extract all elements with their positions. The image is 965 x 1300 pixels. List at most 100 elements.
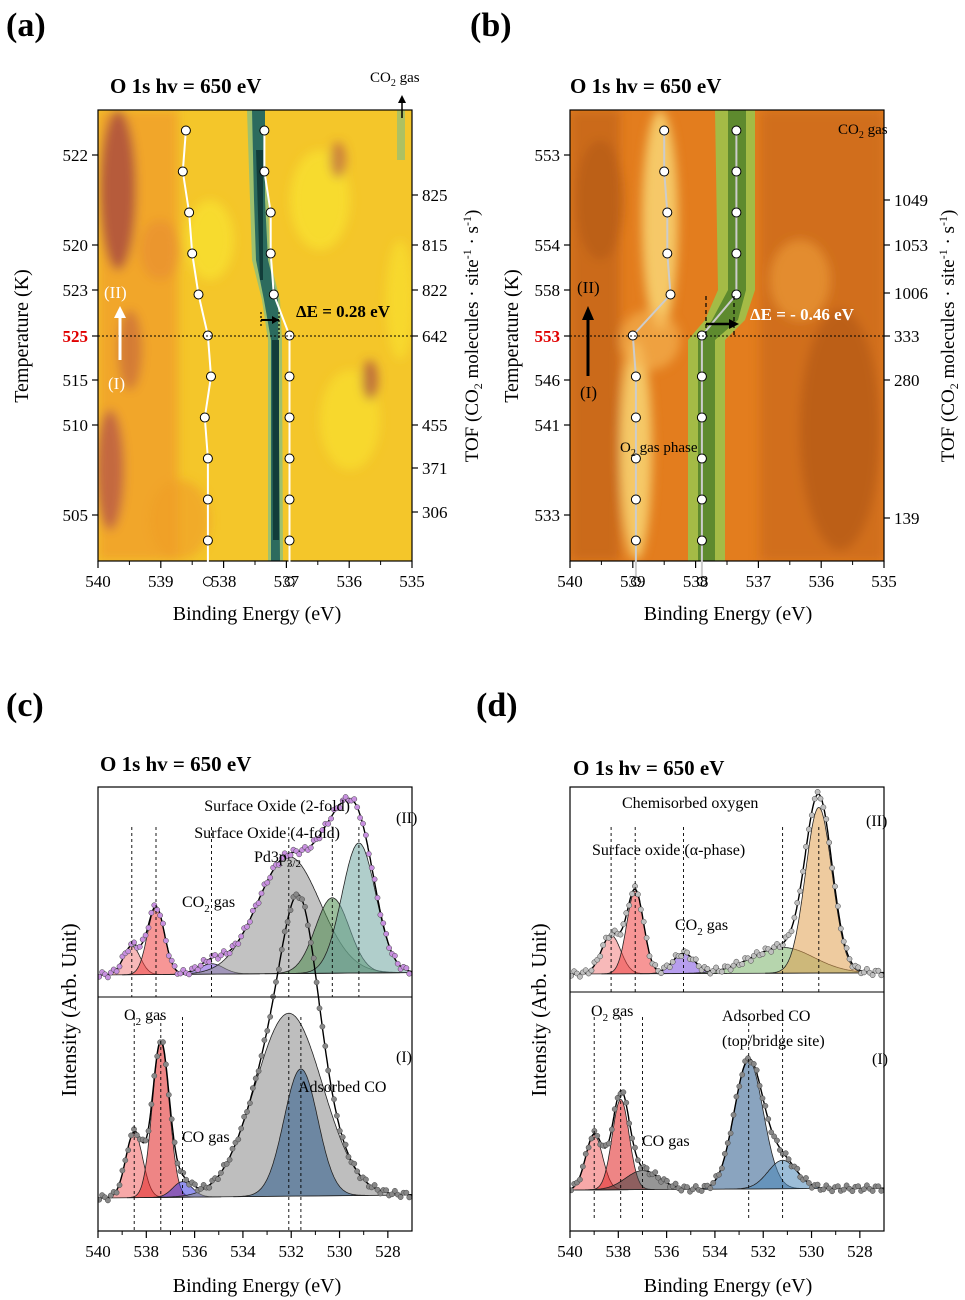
panel-c-data-point: [264, 1027, 271, 1034]
panel-c-data-point: [351, 1160, 358, 1167]
panel-b-track-point: [630, 412, 641, 423]
panel-c-data-point: [212, 952, 218, 958]
panel-d-label-chemisorbed: Chemisorbed oxygen: [622, 795, 758, 812]
panel-d-data-point: [730, 962, 737, 969]
panel-a-letter: (a): [6, 7, 46, 44]
panel-b-track-point: [630, 453, 641, 464]
panel-d-data-point: [678, 1187, 685, 1194]
panel-d-data-point: [672, 1180, 679, 1187]
panel-c-data-point: [145, 924, 152, 931]
panel-d-data-point: [861, 1186, 867, 1193]
panel-d-data-point: [684, 949, 690, 956]
panel-b-track-point: [731, 248, 742, 259]
panel-c-data-point: [157, 912, 163, 919]
panel-a-track-1: [181, 130, 213, 582]
panel-c-data-point: [293, 891, 300, 898]
panel-d-data-point: [692, 1183, 699, 1189]
panel-a-track-point: [265, 248, 276, 259]
panel-d-xtick-label: 532: [750, 1242, 776, 1261]
panel-c-data-point: [238, 1125, 245, 1132]
panel-c-data-point: [357, 814, 363, 821]
panel-d-data-point: [707, 1185, 714, 1192]
panel-c-data-point: [328, 815, 334, 822]
panel-b-ytick-label: 546: [535, 371, 561, 390]
panel-c-label-2fold: Surface Oxide (2-fold): [204, 798, 350, 815]
panel-c-data-point: [365, 851, 372, 857]
panel-a-track-point: [177, 166, 188, 177]
panel-b-title: O 1s hv = 650 eV: [570, 74, 721, 98]
panel-c-data-point: [226, 1156, 233, 1163]
panel-b-delta-marker: [705, 296, 739, 336]
panel-d-data-point: [678, 953, 685, 960]
panel-b-ylabel: Temperature (K): [501, 269, 523, 403]
panel-d-data-point: [803, 1175, 809, 1181]
panel-a-track-point: [202, 453, 213, 464]
panel-d-data-point: [626, 902, 633, 909]
panel-b-track-point: [696, 535, 707, 546]
panel-d-label-o2: O2 gas: [591, 1003, 633, 1024]
panel-a-co2-marker: [398, 95, 406, 118]
panel-d-data-point: [614, 1095, 621, 1101]
panel-c-title: O 1s hv = 650 eV: [100, 752, 251, 776]
panel-c-data-point: [226, 950, 233, 957]
panel-d-data-point: [823, 816, 830, 822]
panel-b-xtick-label: 535: [871, 572, 897, 591]
panel-b-track-point: [731, 166, 742, 177]
panel-c-data-point: [235, 1136, 242, 1143]
panel-c-data-point: [98, 1196, 103, 1203]
panel-c-data-point: [273, 979, 279, 985]
panel-c-xtick-label: 530: [327, 1242, 353, 1261]
panel-d-data-point: [768, 1129, 775, 1136]
panel-b-track-1: [631, 130, 672, 582]
panel-c-data-point: [406, 1194, 412, 1201]
panel-b-track-point: [731, 289, 742, 300]
panel-c-data-point: [354, 804, 361, 811]
panel-c-data-point: [229, 1145, 236, 1152]
panel-c-data-point: [192, 1181, 198, 1188]
panel-c-data-point: [313, 979, 320, 986]
panel-d-label-co: CO gas: [642, 1133, 690, 1150]
panel-c-xtick-label: 534: [230, 1242, 256, 1261]
panel-b-track-point: [662, 207, 673, 218]
panel-b-track-point: [696, 576, 707, 587]
panel-c-data-point: [305, 922, 311, 929]
panel-d-data-point: [719, 968, 725, 975]
panel-d-data-point: [588, 1135, 595, 1142]
panel-a-peak-tracks: [177, 125, 295, 587]
panel-b-track-point: [627, 330, 638, 341]
panel-a-ytick-label: 522: [63, 146, 89, 165]
panel-d-data-point: [753, 1067, 760, 1073]
panel-d-data-point: [797, 888, 804, 894]
panel-a-tof-label: 825: [422, 186, 448, 205]
panel-b-xtick-label: 540: [557, 572, 583, 591]
panel-c-data-point: [136, 943, 143, 950]
panel-c-data-point: [218, 952, 224, 959]
panel-c-data-point: [307, 939, 314, 946]
panel-d-data-point: [652, 962, 659, 968]
panel-c-data-point: [145, 1128, 152, 1134]
panel-d-data-point: [724, 1140, 731, 1146]
panel-d-data-point: [843, 945, 850, 951]
panel-c-data-point: [174, 1160, 181, 1167]
panel-d-data-point: [635, 1157, 641, 1163]
panel-c-data-point: [406, 970, 412, 977]
panel-c-data-point: [116, 963, 123, 970]
panel-d-title: O 1s hv = 650 eV: [573, 756, 724, 780]
panel-b-xtick-label: 536: [808, 572, 834, 591]
panel-d-data-point: [759, 951, 766, 958]
panel-c-data-point: [241, 1113, 247, 1120]
panel-d-ylabel: Intensity (Arb. Unit): [527, 923, 551, 1096]
panel-d-xtick-label: 534: [702, 1242, 728, 1261]
panel-d-data-point: [739, 961, 746, 968]
panel-a-ytick-label: 520: [63, 236, 89, 255]
panel-d-phase-upper: (II): [866, 813, 887, 830]
panel-d-data-point: [835, 1183, 841, 1190]
panel-c-data-point: [267, 874, 274, 881]
panel-c-data-point: [325, 1067, 332, 1074]
panel-c-data-point: [180, 1169, 187, 1176]
panel-d-xticks: 540 538 536 534 532 530 528: [557, 1231, 873, 1261]
panel-a-track-point: [193, 289, 204, 300]
panel-c-data-point: [142, 932, 149, 939]
panel-c-data-point: [264, 879, 271, 886]
